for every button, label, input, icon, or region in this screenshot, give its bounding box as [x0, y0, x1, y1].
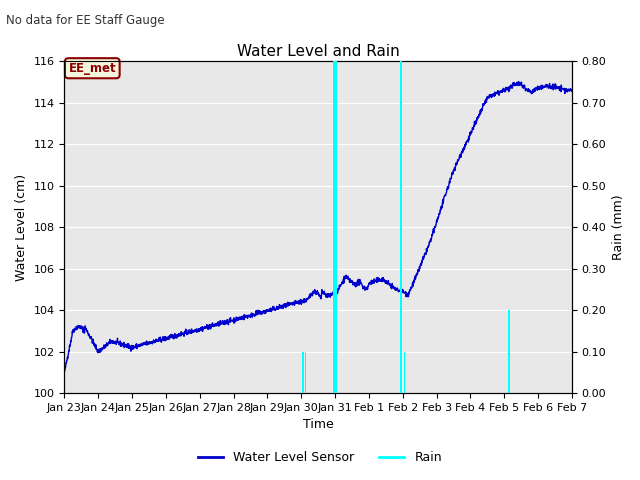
Bar: [302, 352, 303, 393]
Y-axis label: Water Level (cm): Water Level (cm): [15, 174, 28, 281]
Title: Water Level and Rain: Water Level and Rain: [237, 44, 399, 59]
Y-axis label: Rain (mm): Rain (mm): [612, 194, 625, 260]
Legend: Water Level Sensor, Rain: Water Level Sensor, Rain: [193, 446, 447, 469]
Text: No data for EE Staff Gauge: No data for EE Staff Gauge: [6, 14, 165, 27]
Bar: [400, 61, 403, 393]
Bar: [404, 352, 405, 393]
Bar: [305, 352, 306, 393]
Bar: [333, 61, 337, 393]
Bar: [508, 310, 510, 393]
Text: EE_met: EE_met: [68, 62, 116, 75]
X-axis label: Time: Time: [303, 419, 333, 432]
